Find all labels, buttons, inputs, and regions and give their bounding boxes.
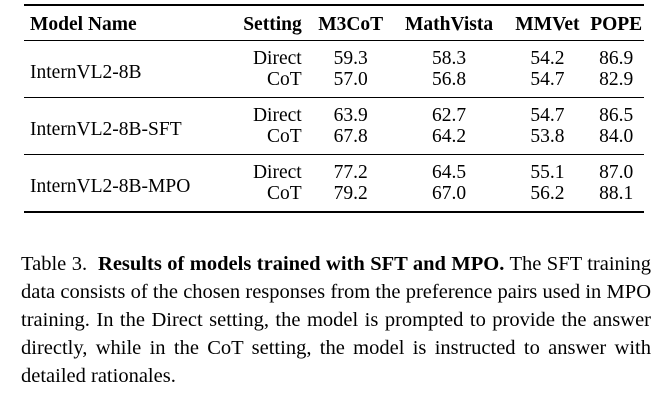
setting-cell: Direct bbox=[252, 105, 302, 126]
value-cell: 88.1 bbox=[599, 183, 634, 204]
caption-body: The SFT training data consists of the ch… bbox=[21, 253, 651, 387]
table-caption: Table 3. Results of models trained with … bbox=[21, 250, 651, 390]
table-header-row: Model Name Setting M3CoT MathVista MMVet… bbox=[24, 5, 644, 41]
setting-cell: Direct bbox=[252, 48, 302, 69]
header-m3cot: M3CoT bbox=[318, 14, 384, 35]
value-cell: 86.5 bbox=[599, 105, 634, 126]
setting-cell: Direct bbox=[252, 162, 302, 183]
value-cell: 56.8 bbox=[432, 69, 467, 90]
value-cell: 55.1 bbox=[530, 162, 565, 183]
header-mathvista: MathVista bbox=[405, 14, 494, 35]
header-model-name: Model Name bbox=[30, 14, 137, 35]
value-cell: 86.9 bbox=[599, 48, 634, 69]
value-cell: 57.0 bbox=[333, 69, 368, 90]
caption-title: Results of models trained with SFT and M… bbox=[98, 253, 505, 275]
value-cell: 54.7 bbox=[530, 105, 565, 126]
value-cell: 87.0 bbox=[599, 162, 634, 183]
value-cell: 63.9 bbox=[333, 105, 368, 126]
value-cell: 64.2 bbox=[432, 126, 467, 147]
model-name-cell: InternVL2-8B bbox=[30, 62, 142, 83]
header-mmvet: MMVet bbox=[515, 14, 580, 35]
setting-cell: CoT bbox=[267, 126, 302, 147]
model-name-cell: InternVL2-8B-SFT bbox=[30, 119, 182, 140]
value-cell: 62.7 bbox=[432, 105, 467, 126]
caption-label: Table 3. bbox=[21, 253, 88, 275]
table-row: InternVL2-8B-SFT Direct 63.9 62.7 54.7 8… bbox=[24, 98, 644, 140]
value-cell: 56.2 bbox=[530, 183, 565, 204]
value-cell: 54.7 bbox=[530, 69, 565, 90]
value-cell: 84.0 bbox=[599, 126, 634, 147]
table-row: CoT 79.2 67.0 56.2 88.1 bbox=[24, 183, 644, 212]
header-pope: POPE bbox=[590, 14, 643, 35]
value-cell: 64.5 bbox=[432, 162, 467, 183]
model-name-cell: InternVL2-8B-MPO bbox=[30, 176, 191, 197]
value-cell: 59.3 bbox=[333, 48, 368, 69]
value-cell: 82.9 bbox=[599, 69, 634, 90]
table-row: CoT 57.0 56.8 54.7 82.9 bbox=[24, 69, 644, 98]
table-row: InternVL2-8B-MPO Direct 77.2 64.5 55.1 8… bbox=[24, 155, 644, 197]
value-cell: 58.3 bbox=[432, 48, 467, 69]
header-setting: Setting bbox=[243, 14, 302, 35]
table-row: InternVL2-8B Direct 59.3 58.3 54.2 86.9 bbox=[24, 41, 644, 83]
setting-cell: CoT bbox=[267, 69, 302, 90]
value-cell: 53.8 bbox=[530, 126, 565, 147]
setting-cell: CoT bbox=[267, 183, 302, 204]
results-table: Model Name Setting M3CoT MathVista MMVet… bbox=[24, 4, 644, 213]
value-cell: 77.2 bbox=[333, 162, 368, 183]
value-cell: 67.8 bbox=[333, 126, 368, 147]
results-table-container: Model Name Setting M3CoT MathVista MMVet… bbox=[24, 4, 644, 213]
table-row: CoT 67.8 64.2 53.8 84.0 bbox=[24, 126, 644, 155]
value-cell: 79.2 bbox=[333, 183, 368, 204]
value-cell: 67.0 bbox=[432, 183, 467, 204]
value-cell: 54.2 bbox=[530, 48, 565, 69]
